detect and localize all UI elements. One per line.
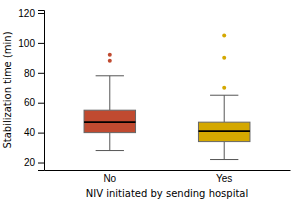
y-tick-label: 100: [18, 38, 35, 49]
box: [84, 110, 135, 132]
y-tick-mark: [38, 163, 44, 164]
box-group: [84, 53, 135, 151]
box-group: [198, 33, 249, 159]
whisker-low: [109, 133, 110, 151]
whisker-cap-high: [96, 75, 124, 76]
box: [198, 122, 249, 141]
y-tick-label: 60: [24, 97, 36, 108]
y-tick-mark: [38, 43, 44, 44]
y-tick-label: 120: [18, 8, 35, 19]
y-axis-title: Stabilization time (min): [2, 31, 13, 148]
chart: 20 40 60 80 100 120 No Yes NIV initiated by send…: [0, 0, 300, 202]
y-tick-mark: [38, 73, 44, 74]
whisker-high: [224, 95, 225, 122]
x-tick-label: Yes: [216, 173, 232, 184]
y-tick-label: 20: [24, 157, 36, 168]
y-tick-label: 80: [24, 68, 36, 79]
median: [198, 130, 249, 132]
y-tick: 80: [24, 68, 44, 79]
plot: 20 40 60 80 100 120 No Yes: [18, 8, 290, 184]
x-axis-line: [45, 170, 291, 171]
median: [84, 121, 135, 123]
outlier: [222, 33, 226, 37]
outlier: [108, 53, 112, 57]
whisker-cap-low: [210, 159, 238, 160]
y-tick-label: 40: [24, 127, 36, 138]
y-axis-line: [38, 11, 45, 171]
y-tick: 60: [24, 97, 44, 108]
outlier: [222, 86, 226, 90]
y-tick: 40: [24, 127, 44, 138]
y-tick: 100: [18, 38, 44, 49]
outlier: [108, 59, 112, 63]
outlier: [222, 56, 226, 60]
y-tick: 120: [18, 8, 44, 19]
y-tick-mark: [38, 103, 44, 104]
x-axis: No Yes: [45, 171, 291, 185]
boxes: [84, 33, 250, 159]
whisker-cap-low: [96, 150, 124, 151]
y-tick-mark: [38, 133, 44, 134]
whisker-cap-high: [210, 95, 238, 96]
x-tick: No: [103, 173, 116, 184]
whisker-low: [224, 142, 225, 160]
y-tick-mark: [38, 13, 44, 14]
whisker-high: [109, 76, 110, 110]
y-axis: 20 40 60 80 100 120: [18, 8, 44, 171]
x-tick-label: No: [103, 173, 116, 184]
y-tick: 20: [24, 157, 44, 168]
x-axis-title: NIV initiated by sending hospital: [86, 188, 249, 199]
x-tick: Yes: [216, 173, 232, 184]
